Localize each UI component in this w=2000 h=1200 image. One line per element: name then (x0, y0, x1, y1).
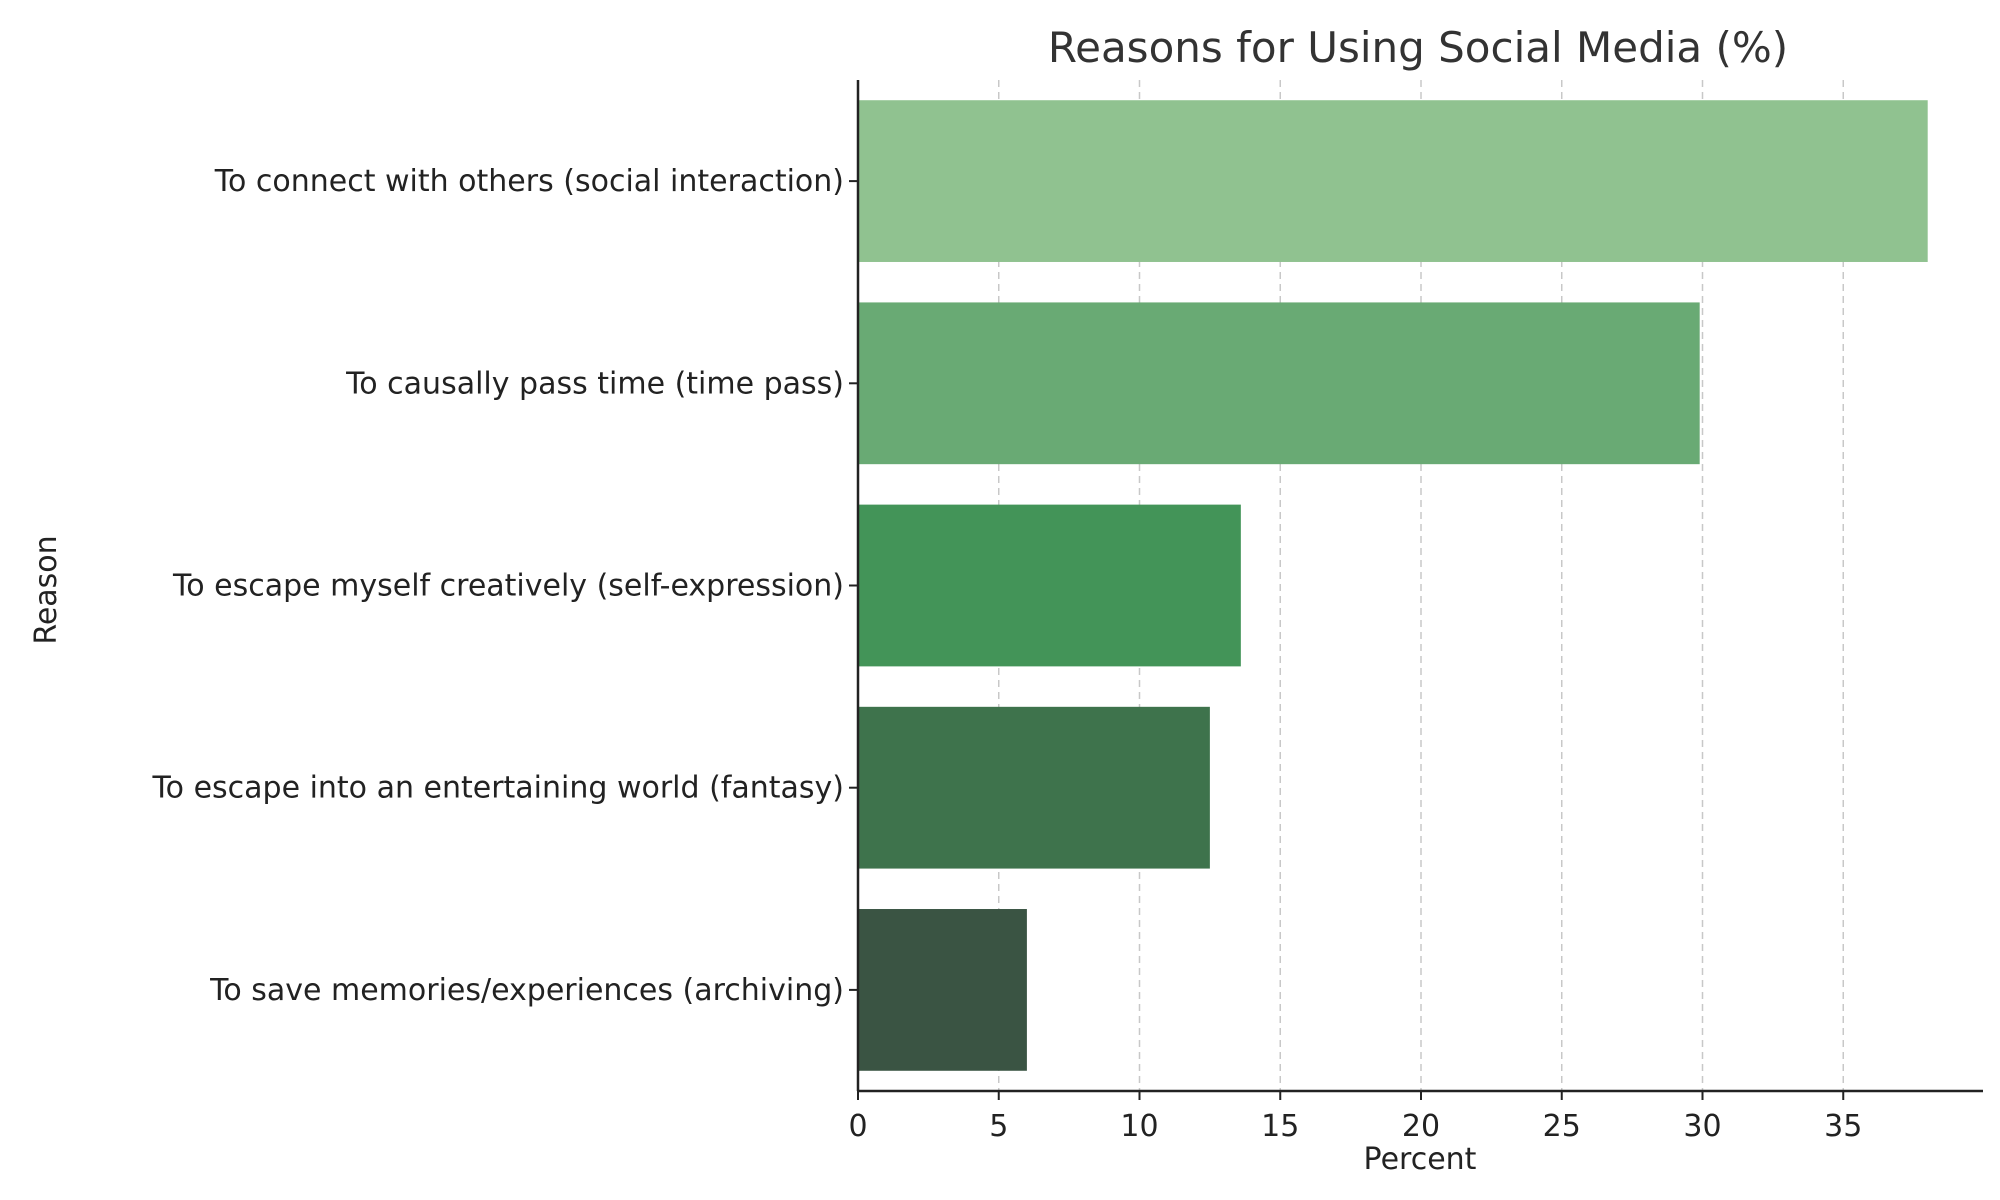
x-tick-label: 0 (848, 1109, 867, 1144)
x-tick-label: 15 (1261, 1109, 1299, 1144)
x-tick-labels: 0 5 10 15 20 25 30 35 (848, 1091, 1862, 1144)
x-tick-label: 20 (1402, 1109, 1440, 1144)
y-tick-label: To connect with others (social interacti… (214, 164, 844, 199)
x-tick-label: 25 (1543, 1109, 1581, 1144)
y-tick-label: To escape into an entertaining world (fa… (151, 771, 844, 806)
bar (858, 706, 1210, 869)
bar (858, 909, 1027, 1071)
bar (858, 504, 1241, 667)
x-axis-title: Percent (1364, 1142, 1477, 1177)
bars (858, 100, 1928, 1071)
x-tick-label: 10 (1120, 1109, 1158, 1144)
y-tick-label: To save memories/experiences (archiving) (209, 973, 844, 1008)
bar (858, 100, 1928, 262)
y-axis-title: Reason (29, 535, 64, 644)
x-tick-label: 5 (989, 1109, 1008, 1144)
y-tick-label: To escape myself creatively (self-expres… (172, 569, 844, 604)
chart-title: Reasons for Using Social Media (%) (1048, 23, 1788, 72)
x-tick-label: 35 (1824, 1109, 1862, 1144)
y-tick-label: To causally pass time (time pass) (345, 366, 844, 401)
y-tick-labels: To connect with others (social interacti… (151, 164, 858, 1008)
x-tick-label: 30 (1683, 1109, 1721, 1144)
bar (858, 302, 1700, 465)
